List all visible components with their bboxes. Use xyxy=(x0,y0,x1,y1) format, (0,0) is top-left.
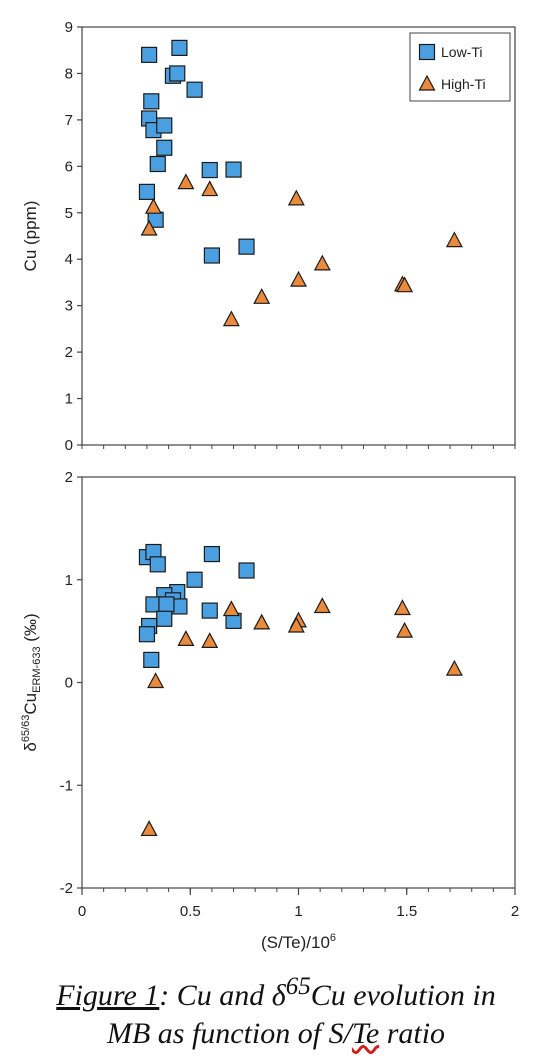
data-point-triangle xyxy=(396,276,414,293)
data-point-triangle xyxy=(201,180,219,197)
data-point-square xyxy=(203,545,220,563)
y-tick-label: -1 xyxy=(60,777,73,794)
data-point-square xyxy=(225,161,242,178)
y-title-sup: 65/63 xyxy=(20,715,32,743)
series-high-ti xyxy=(140,173,463,327)
data-point-triangle xyxy=(396,621,414,638)
x-tick-label: 1.5 xyxy=(396,903,417,920)
figure-caption: Figure 1: Cu and δ65Cu evolution in MB a… xyxy=(0,968,552,1053)
y-tick-label: 4 xyxy=(65,251,73,268)
legend-square-marker xyxy=(418,43,436,61)
y-tick-label: 2 xyxy=(65,469,73,486)
y-tick-label: 1 xyxy=(65,572,73,589)
caption-text-2: Cu evolution in xyxy=(310,979,496,1012)
y-title-base: Cu xyxy=(21,693,40,715)
data-point-square xyxy=(141,46,158,63)
cu-scatter-panel: 0 1 2 3 4 5 6 7 8 9 Cu (ppm) Low-Ti High-Ti xyxy=(21,19,516,454)
data-point-square xyxy=(203,247,220,264)
legend-entry-label: High-Ti xyxy=(441,76,486,92)
y-tick-label: -2 xyxy=(60,880,73,897)
y-axis-title: δ65/63CuERM-633 (‰) xyxy=(20,613,43,751)
data-point-triangle xyxy=(144,197,162,214)
y-tick-label: 8 xyxy=(65,65,73,82)
x-tick-label: 0.5 xyxy=(180,903,201,920)
data-point-square xyxy=(238,238,255,255)
data-point-square xyxy=(171,39,188,57)
y-tick-label: 0 xyxy=(65,437,73,454)
x-axis-title: (S/Te)/106 xyxy=(261,932,336,952)
data-point-triangle xyxy=(253,288,271,304)
series-low-ti xyxy=(138,543,255,668)
legend-entry-label: Low-Ti xyxy=(441,44,483,60)
data-point-square xyxy=(158,596,175,613)
data-point-triangle xyxy=(445,231,463,248)
data-point-square xyxy=(186,81,203,98)
y-tick-label: 1 xyxy=(65,391,73,408)
data-point-triangle xyxy=(140,820,158,837)
legend-triangle-marker xyxy=(418,74,436,91)
x-title-sup: 6 xyxy=(330,932,336,944)
y-tick-label: 2 xyxy=(65,344,73,361)
y-tick-label: 9 xyxy=(65,19,73,36)
legend: Low-Ti High-Ti xyxy=(409,32,511,102)
delta-cu-scatter-panel: -2 -1 0 1 2 0 0.5 1 1.5 2 δ65/63CuERM-633 (‰) (S/Te… xyxy=(20,469,519,952)
data-point-square xyxy=(156,139,173,156)
caption-line-2: MB as function of S/Te ratio xyxy=(0,1015,552,1053)
data-point-triangle xyxy=(287,189,305,206)
y-title-delta: δ xyxy=(21,742,40,751)
caption-label: Figure 1 xyxy=(56,979,160,1012)
y-tick-label: 6 xyxy=(65,158,73,175)
data-point-square xyxy=(143,651,160,668)
x-title-base: (S/Te)/10 xyxy=(261,933,330,952)
caption-superscript: 65 xyxy=(285,973,311,1000)
data-point-square xyxy=(149,556,166,573)
data-point-square xyxy=(169,65,186,82)
data-point-triangle xyxy=(177,173,195,190)
y-title-unit: (‰) xyxy=(21,613,40,646)
data-point-triangle xyxy=(313,597,331,614)
x-tick-label: 2 xyxy=(511,903,519,920)
x-tick-label: 0 xyxy=(78,903,86,920)
data-point-square xyxy=(143,93,160,110)
y-tick-label: 0 xyxy=(65,675,73,692)
x-tick-label: 1 xyxy=(294,903,302,920)
caption-text-4: ratio xyxy=(379,1017,446,1050)
data-point-triangle xyxy=(445,659,463,676)
y-tick-label: 5 xyxy=(65,205,73,222)
data-point-triangle xyxy=(287,616,305,633)
data-point-square xyxy=(186,571,203,588)
data-point-triangle xyxy=(222,310,240,327)
caption-text-3: MB as function of S/ xyxy=(106,1017,352,1050)
caption-line-1: Figure 1: Cu and δ65Cu evolution in xyxy=(0,968,552,1015)
y-tick-label: 3 xyxy=(65,298,73,315)
data-point-triangle xyxy=(313,254,331,271)
data-point-square xyxy=(238,562,255,579)
data-point-square xyxy=(138,626,156,643)
data-point-triangle xyxy=(147,672,165,689)
data-point-square xyxy=(149,155,166,173)
data-point-square xyxy=(156,610,173,627)
data-point-triangle xyxy=(222,600,240,617)
y-tick-label: 7 xyxy=(65,112,73,129)
data-point-triangle xyxy=(140,219,158,236)
data-point-triangle xyxy=(253,613,271,630)
series-high-ti xyxy=(140,597,463,837)
caption-te: Te xyxy=(351,1017,380,1050)
data-point-square xyxy=(138,183,156,200)
y-title-sub: ERM-633 xyxy=(31,646,43,692)
y-axis-title: Cu (ppm) xyxy=(21,201,40,272)
data-point-triangle xyxy=(289,270,308,287)
data-point-triangle xyxy=(177,630,195,646)
data-point-triangle xyxy=(201,632,219,649)
data-point-square xyxy=(201,602,218,619)
data-point-triangle xyxy=(393,599,411,616)
caption-text-1: : Cu and δ xyxy=(159,979,286,1012)
series-low-ti xyxy=(138,39,255,264)
data-point-square xyxy=(201,161,218,179)
data-point-square xyxy=(156,117,173,134)
